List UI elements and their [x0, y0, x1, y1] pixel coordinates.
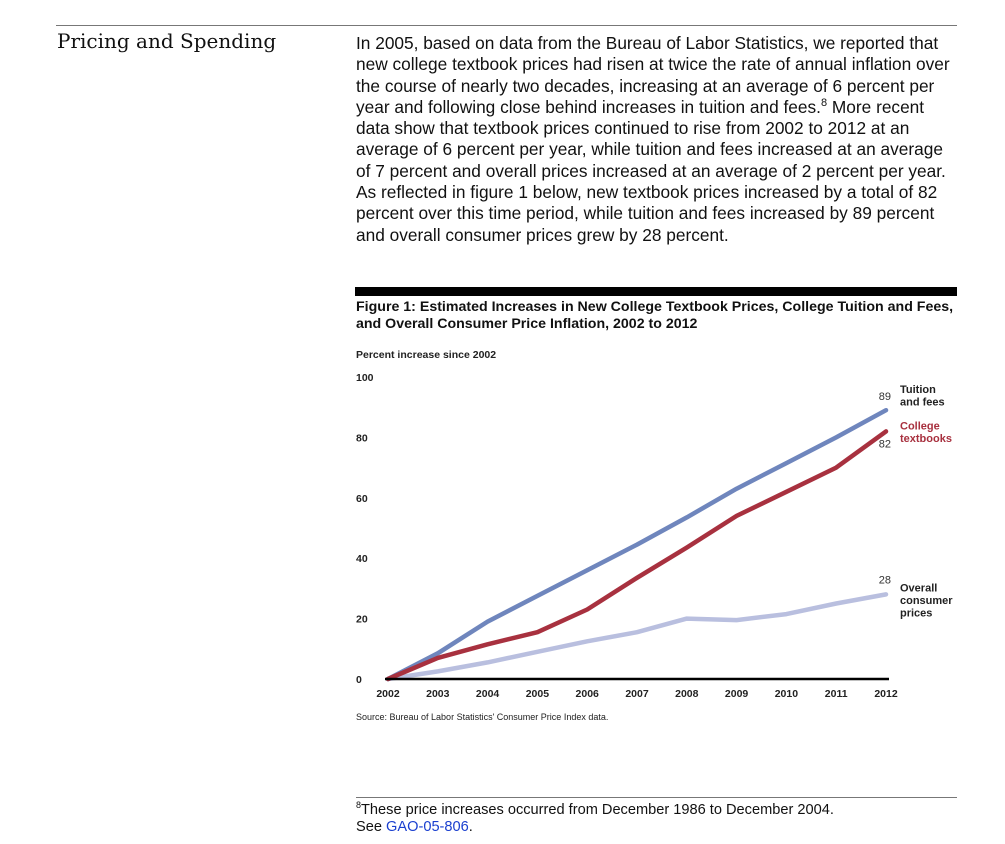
x-tick-label: 2010 — [775, 688, 799, 700]
data-point — [635, 576, 639, 580]
data-point — [735, 618, 739, 622]
series-end-value-label: 89 — [879, 391, 891, 403]
footnote-line-1: 8These price increases occurred from Dec… — [356, 800, 956, 819]
footnote-see-text: See — [356, 819, 387, 835]
footnote-divider — [356, 797, 957, 798]
footnote-end-text: . — [468, 819, 473, 835]
data-point — [784, 612, 788, 616]
data-point — [834, 435, 838, 439]
x-tick-label: 2002 — [376, 688, 400, 700]
data-point — [535, 594, 539, 598]
top-divider — [56, 25, 957, 26]
x-tick-label: 2005 — [526, 688, 550, 700]
y-tick-label: 100 — [356, 372, 374, 384]
data-point — [486, 660, 490, 664]
series-name-label: College — [900, 420, 940, 432]
series-name-label: textbooks — [900, 433, 952, 445]
chart-source-note: Source: Bureau of Labor Statistics' Cons… — [356, 712, 608, 722]
data-point — [585, 639, 589, 643]
figure-title: Figure 1: Estimated Increases in New Col… — [356, 299, 954, 332]
data-point — [486, 642, 490, 646]
data-point — [535, 650, 539, 654]
data-point — [735, 487, 739, 491]
data-point — [436, 669, 440, 674]
y-tick-label: 0 — [356, 674, 362, 686]
x-tick-label: 2007 — [625, 688, 649, 700]
body-text-part1: In 2005, based on data from the Bureau o… — [356, 33, 950, 117]
x-tick-label: 2004 — [476, 688, 500, 700]
y-tick-label: 60 — [356, 493, 368, 505]
y-tick-label: 40 — [356, 553, 368, 565]
x-tick-label: 2009 — [725, 688, 749, 700]
x-tick-label: 2008 — [675, 688, 699, 700]
y-tick-label: 80 — [356, 432, 368, 444]
data-point — [436, 656, 440, 660]
body-paragraph: In 2005, based on data from the Bureau o… — [356, 33, 952, 246]
footnote: 8These price increases occurred from Dec… — [356, 800, 956, 836]
line-chart: Percent increase since 2002 Source: Bure… — [356, 349, 953, 722]
data-point — [685, 515, 689, 520]
data-point — [635, 630, 639, 634]
series-name-label: and fees — [900, 397, 945, 409]
footnote-number: 8 — [356, 800, 362, 811]
data-point — [884, 408, 888, 412]
series-name-label: consumer — [900, 595, 953, 607]
data-point — [685, 617, 689, 621]
data-point — [834, 601, 838, 606]
data-point — [834, 466, 838, 470]
data-point — [585, 607, 589, 612]
y-tick-label: 20 — [356, 614, 368, 626]
data-point — [535, 630, 539, 634]
footnote-line-2: See GAO-05-806. — [356, 819, 956, 836]
data-point — [635, 543, 639, 547]
footnote-report-link[interactable]: GAO-05-806 — [386, 819, 469, 835]
series-end-value-label: 28 — [879, 574, 891, 586]
data-point — [585, 568, 589, 572]
chart-y-axis-label: Percent increase since 2002 — [356, 349, 496, 361]
data-point — [884, 429, 888, 433]
footnote-text: These price increases occurred from Dece… — [361, 802, 834, 818]
series-end-value-label: 82 — [879, 438, 891, 450]
x-tick-label: 2012 — [874, 688, 898, 700]
data-point — [436, 651, 440, 655]
series-line-1 — [385, 429, 889, 682]
x-tick-label: 2006 — [576, 688, 600, 700]
footnote-reference: 8 — [820, 97, 828, 110]
series-name-label: Overall — [900, 582, 937, 594]
figure-top-bar — [355, 287, 957, 296]
data-point — [735, 514, 739, 518]
data-point — [685, 546, 689, 550]
data-point — [486, 620, 490, 624]
data-point — [784, 461, 788, 465]
series-name-label: prices — [900, 607, 932, 619]
data-point — [884, 592, 888, 597]
section-heading: Pricing and Spending — [57, 29, 277, 53]
series-name-label: Tuition — [900, 384, 936, 396]
body-text-part2: More recent data show that textbook pric… — [356, 96, 946, 245]
x-tick-label: 2011 — [825, 688, 848, 700]
data-point — [784, 490, 788, 494]
x-tick-label: 2003 — [426, 688, 450, 700]
